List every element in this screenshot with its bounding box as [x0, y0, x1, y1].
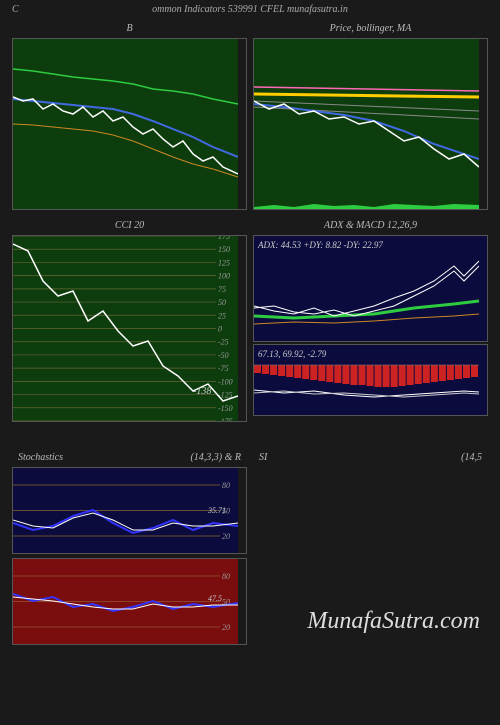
header-text: ommon Indicators 539991 CFEL munafasutra… [152, 4, 348, 15]
chart-price-ma [253, 38, 488, 210]
header-prefix: C [12, 4, 19, 15]
panel-bollinger: B [12, 19, 247, 210]
svg-text:-150: -150 [218, 404, 233, 413]
watermark: MunafaSutra.com [307, 608, 480, 635]
svg-text:20: 20 [222, 532, 230, 541]
panel-cci: CCI 20 -175-150-125-100-75-50-2502550751… [12, 216, 247, 422]
title-stoch-right: (14,3,3) & R [190, 452, 241, 463]
title-price-ma: Price, bollinger, MA [253, 19, 488, 38]
title-stoch-left: Stochastics [18, 452, 63, 463]
title-adx-macd: ADX & MACD 12,26,9 [253, 216, 488, 235]
svg-text:-175: -175 [218, 417, 233, 421]
svg-text:-138: -138 [193, 386, 211, 397]
chart-adx: ADX: 44.53 +DY: 8.82 -DY: 22.97 [253, 235, 488, 342]
panel-adx-macd: ADX & MACD 12,26,9 ADX: 44.53 +DY: 8.82 … [253, 216, 488, 422]
svg-text:-100: -100 [218, 377, 233, 386]
svg-text:-50: -50 [218, 351, 229, 360]
svg-text:25: 25 [218, 311, 226, 320]
svg-text:125: 125 [218, 258, 230, 267]
chart-macd: 67.13, 69.92, -2.79 [253, 344, 488, 416]
svg-text:80: 80 [222, 481, 230, 490]
svg-text:35.71: 35.71 [207, 506, 226, 515]
chart-cci: -175-150-125-100-75-50-25025507510012515… [12, 235, 247, 422]
title-si: SI (14,5 [253, 448, 488, 467]
chart-bollinger [12, 38, 247, 210]
svg-text:20: 20 [222, 623, 230, 632]
page-header: C ommon Indicators 539991 CFEL munafasut… [0, 0, 500, 19]
panel-price-ma: Price, bollinger, MA [253, 19, 488, 210]
chart-grid: B Price, bollinger, MA CCI 20 -175 -150 -1… [0, 19, 500, 645]
svg-text:47.5: 47.5 [208, 594, 222, 603]
svg-text:75: 75 [218, 285, 226, 294]
title-bollinger: B [12, 19, 247, 38]
title-si-left: SI [259, 452, 267, 463]
svg-text:150: 150 [218, 245, 230, 254]
title-cci: CCI 20 [12, 216, 247, 235]
svg-text:100: 100 [218, 272, 230, 281]
chart-rsi: 20508047.5 [12, 558, 247, 645]
svg-text:-25: -25 [218, 338, 229, 347]
svg-text:ADX: 44.53 +DY: 8.82 -DY: 22.9: ADX: 44.53 +DY: 8.82 -DY: 22.97 [257, 240, 383, 250]
title-si-right: (14,5 [461, 452, 482, 463]
panel-stoch-rsi: Stochastics (14,3,3) & R 20508035.71 205… [12, 448, 247, 645]
svg-text:-75: -75 [218, 364, 229, 373]
chart-stochastics: 20508035.71 [12, 467, 247, 554]
svg-text:175: 175 [218, 236, 230, 241]
title-stochastics: Stochastics (14,3,3) & R [12, 448, 247, 467]
svg-text:0: 0 [218, 325, 222, 334]
svg-text:67.13, 69.92, -2.79: 67.13, 69.92, -2.79 [258, 349, 327, 359]
svg-text:80: 80 [222, 572, 230, 581]
svg-text:50: 50 [218, 298, 226, 307]
